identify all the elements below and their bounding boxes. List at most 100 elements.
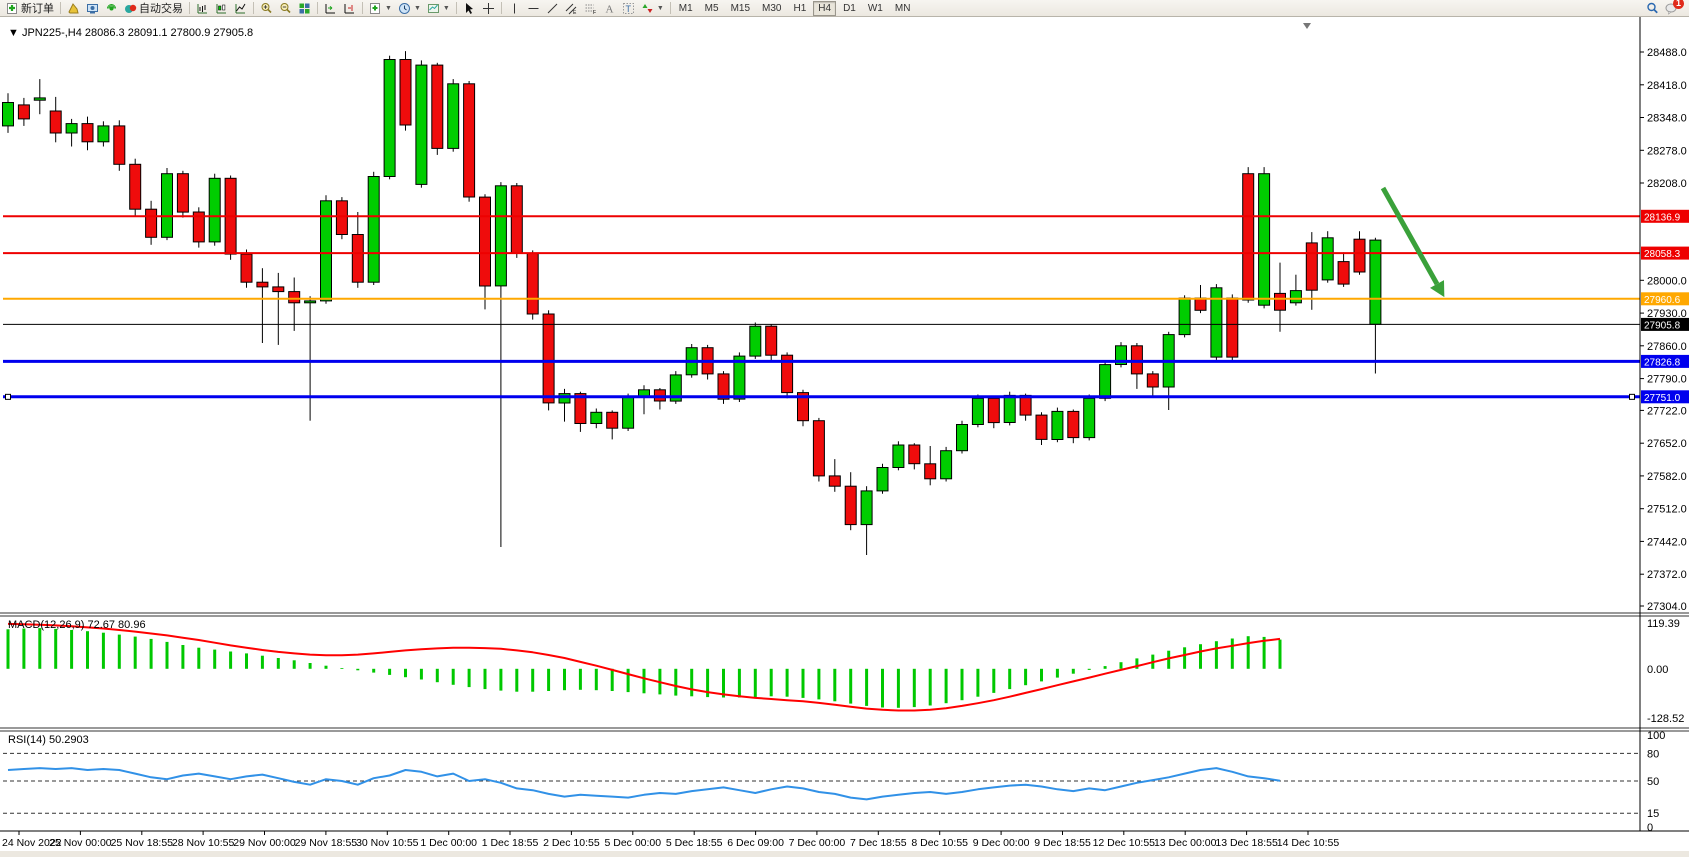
candle — [1226, 297, 1239, 358]
candle — [1035, 414, 1048, 440]
bar-chart-icon — [197, 3, 207, 13]
timeframe-MN[interactable]: MN — [894, 2, 911, 14]
cursor-button[interactable] — [460, 1, 479, 16]
timeframe-H1[interactable]: H1 — [793, 2, 807, 14]
autotrading-icon — [125, 4, 137, 13]
candle — [987, 397, 1000, 424]
autotrading-label: 自动交易 — [139, 3, 183, 15]
candle — [1099, 364, 1112, 399]
candle — [860, 490, 873, 526]
navigator-button[interactable] — [102, 1, 121, 16]
candle — [272, 286, 285, 293]
time-tick-label: 5 Dec 18:55 — [666, 837, 723, 849]
candle — [749, 325, 762, 357]
candle — [335, 200, 348, 236]
template-button[interactable]: ▼ — [424, 1, 453, 16]
symbol-info[interactable]: ▼ JPN225-,H4 28086.3 28091.1 27800.9 279… — [8, 27, 253, 39]
fibonacci-icon: F — [585, 4, 596, 15]
timeframe-M5[interactable]: M5 — [704, 2, 719, 14]
line-chart-button[interactable] — [231, 1, 250, 16]
price-badge-label: 28136.9 — [1644, 212, 1681, 223]
candle — [797, 392, 809, 422]
candle — [351, 234, 364, 283]
candle — [176, 173, 189, 213]
macd-axis-label: 0.00 — [1647, 664, 1668, 676]
time-tick-label: 29 Nov 00:00 — [233, 837, 296, 849]
rsi-axis-label: 100 — [1647, 730, 1665, 742]
chart-shift-icon — [344, 3, 354, 13]
candle — [129, 163, 142, 210]
price-tick-label: 27652.0 — [1647, 438, 1687, 450]
time-tick-label: 12 Dec 10:55 — [1093, 837, 1156, 849]
candlestick-chart-button[interactable] — [212, 1, 231, 16]
timeframe-M15[interactable]: M15 — [730, 2, 751, 14]
price-tick-label: 27930.0 — [1647, 308, 1687, 320]
price-axis[interactable]: 28488.0 28418.0 28348.0 28278.0 28208.0 28000… — [1639, 17, 1689, 834]
equidistant-channel-button[interactable]: E — [562, 1, 581, 16]
timeframe-switcher: M1 M5 M15 M30 H1 H4 D1 W1 MN — [674, 0, 916, 16]
tile-windows-icon — [299, 3, 310, 13]
candlestick-chart-icon — [216, 3, 226, 13]
tile-windows-button[interactable] — [295, 1, 314, 16]
arrows-button[interactable]: ▼ — [638, 1, 667, 16]
candle — [479, 196, 491, 287]
chart-shift-marker[interactable] — [1303, 23, 1311, 29]
rsi-line — [7, 767, 1281, 801]
notifications-button[interactable]: 1 — [1665, 0, 1684, 15]
search-icon[interactable] — [1646, 2, 1659, 15]
timeframe-W1[interactable]: W1 — [867, 2, 883, 14]
market-watch-button[interactable] — [64, 1, 83, 16]
candle — [304, 300, 317, 304]
macd-label: MACD(12,26,9) 72.67 80.96 — [8, 619, 146, 631]
price-tick-label: 28208.0 — [1647, 178, 1687, 190]
trendline-button[interactable] — [543, 1, 562, 16]
crosshair-button[interactable] — [479, 1, 498, 16]
timeframe-D1[interactable]: D1 — [843, 2, 856, 14]
candlestick-chart[interactable]: ▼ JPN225-,H4 28086.3 28091.1 27800.9 279… — [0, 17, 1689, 857]
macd-axis-label: 119.39 — [1647, 618, 1680, 630]
add-indicator-icon — [370, 2, 380, 14]
line-handle[interactable] — [5, 393, 11, 400]
svg-text:E: E — [573, 10, 577, 15]
timeframe-M1[interactable]: M1 — [678, 2, 693, 14]
add-indicator-button[interactable]: ▼ — [366, 1, 395, 16]
price-tick-label: 27304.0 — [1647, 601, 1687, 613]
candle — [463, 83, 476, 198]
chart-window[interactable]: ▼ JPN225-,H4 28086.3 28091.1 27800.9 279… — [0, 17, 1689, 857]
time-tick-label: 1 Dec 18:55 — [482, 837, 539, 849]
fibonacci-button[interactable]: F — [581, 1, 600, 16]
autotrading-button[interactable]: 自动交易 — [121, 1, 186, 16]
bar-chart-button[interactable] — [193, 1, 212, 16]
data-window-button[interactable] — [83, 1, 102, 16]
line-chart-icon — [235, 3, 246, 13]
dropdown-arrow-icon: ▼ — [442, 4, 450, 12]
horizontal-line-button[interactable] — [524, 1, 543, 16]
candle — [81, 123, 94, 143]
new-order-button[interactable]: 新订单 — [3, 1, 57, 16]
chart-shift-button[interactable] — [340, 1, 359, 16]
toolbar-separator — [500, 2, 502, 14]
time-tick-label: 7 Dec 18:55 — [850, 837, 907, 849]
text-label-button[interactable]: T — [619, 1, 638, 16]
price-tick-label: 28278.0 — [1647, 145, 1687, 157]
arrows-icon — [642, 3, 653, 13]
vertical-line-button[interactable] — [505, 1, 524, 16]
zoom-out-icon — [280, 2, 291, 13]
candle — [1289, 290, 1302, 304]
time-tick-label: 6 Dec 09:00 — [727, 837, 784, 849]
candle — [33, 97, 46, 101]
candle — [415, 64, 428, 185]
price-badge-label: 27826.8 — [1644, 357, 1681, 368]
line-handle[interactable] — [1629, 393, 1635, 400]
text-button[interactable]: A — [600, 1, 619, 16]
zoom-out-button[interactable] — [276, 1, 295, 16]
zoom-in-button[interactable] — [257, 1, 276, 16]
time-tick-label: 9 Dec 18:55 — [1034, 837, 1091, 849]
toolbar-separator — [455, 2, 457, 14]
drawn-arrow[interactable] — [1380, 186, 1445, 298]
auto-scroll-button[interactable] — [321, 1, 340, 16]
period-button[interactable]: ▼ — [395, 1, 424, 16]
timeframe-H4[interactable]: H4 — [813, 0, 837, 16]
timeframe-M30[interactable]: M30 — [762, 2, 782, 14]
